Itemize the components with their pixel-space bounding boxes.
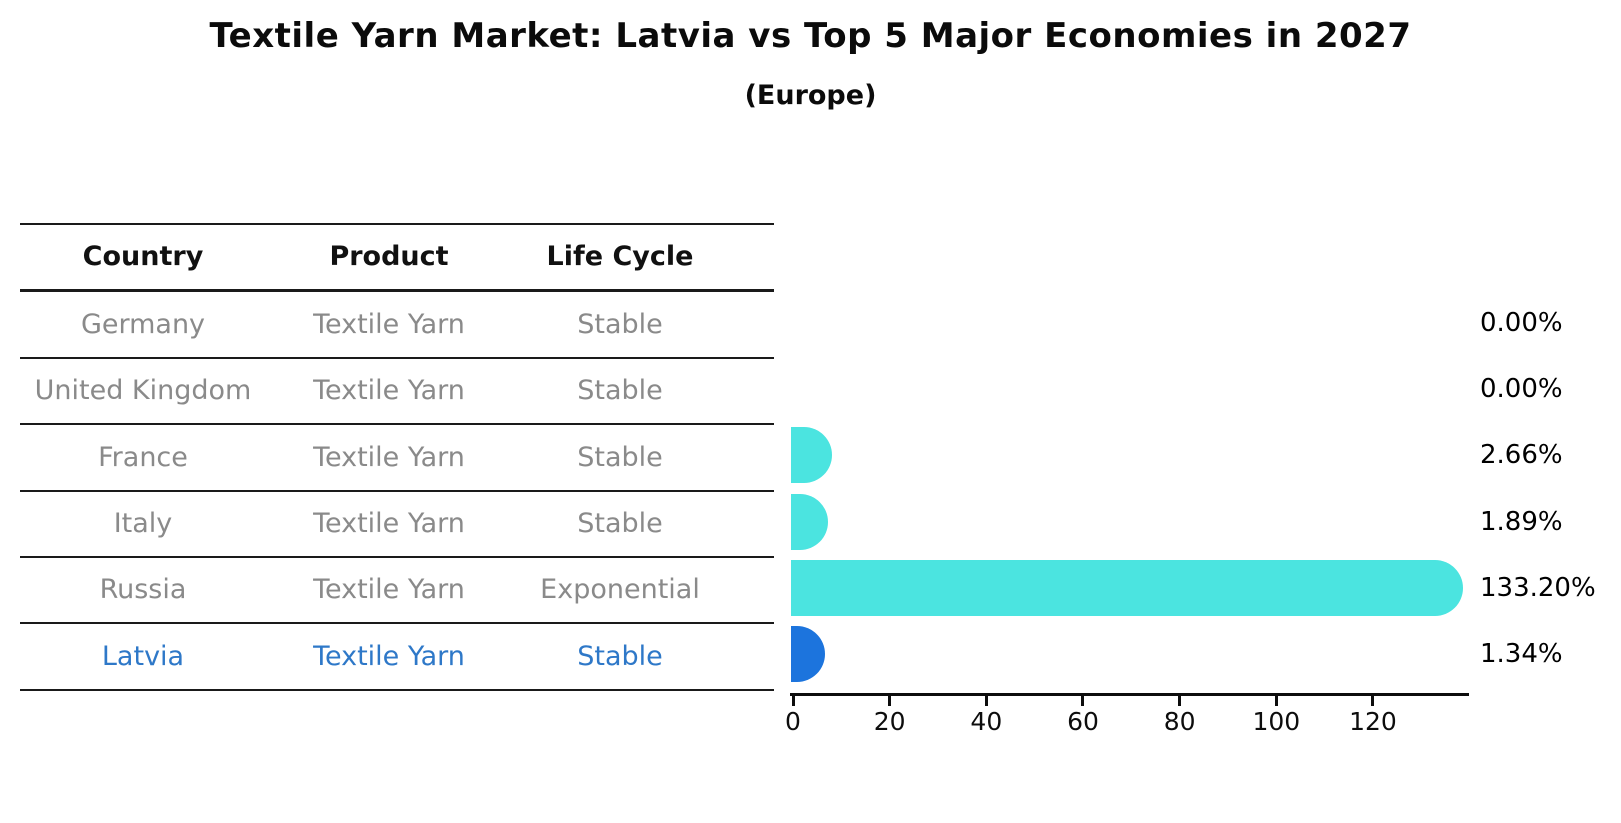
cell-life-cycle: Stable [577,375,663,407]
cell-country: Russia [99,574,187,606]
x-tick-label: 0 [785,707,801,736]
cell-product: Textile Yarn [313,640,465,672]
column-header-life-cycle: Life Cycle [546,241,694,273]
table-row-russia: Russia Textile Yarn Exponential [20,558,774,625]
table-row-italy: Italy Textile Yarn Stable [20,492,774,558]
cell-country: Latvia [101,640,185,672]
value-label-united-kingdom: 0.00% [1480,374,1563,404]
value-label-italy: 1.89% [1480,506,1563,537]
cell-life-cycle: Stable [577,640,663,672]
cell-product: Textile Yarn [313,375,465,407]
value-label-latvia: 1.34% [1480,639,1563,670]
cell-product: Textile Yarn [313,507,465,539]
bar-italy [791,493,829,550]
cell-product: Textile Yarn [313,441,465,473]
table-row-germany: Germany Textile Yarn Stable [20,292,774,359]
table-row-united-kingdom: United Kingdom Textile Yarn Stable [20,359,774,426]
column-header-product: Product [329,241,449,273]
column-header-country: Country [82,241,204,273]
cell-country: France [98,441,188,473]
x-tick [1371,696,1375,706]
chart-subtitle: (Europe) [744,80,877,111]
chart-title: Textile Yarn Market: Latvia vs Top 5 Maj… [209,16,1412,56]
country-table: Country Product Life Cycle Germany Textile Y… [20,223,774,691]
cell-product: Textile Yarn [313,574,465,606]
cell-product: Textile Yarn [313,308,465,340]
cell-country: Germany [80,308,206,340]
value-label-russia: 133.20% [1480,573,1596,603]
x-tick [791,696,795,706]
bar-latvia [791,626,826,683]
value-label-france: 2.66% [1480,440,1563,471]
x-tick [1081,696,1085,706]
x-tick-label: 40 [970,707,1003,736]
x-axis-line [790,693,1469,696]
cell-country: Italy [113,507,173,539]
cell-life-cycle: Exponential [540,574,700,606]
x-tick [1178,696,1182,706]
x-tick-label: 60 [1067,707,1099,736]
table-row-latvia: Latvia Textile Yarn Stable [20,624,774,691]
cell-country: United Kingdom [34,375,252,407]
table-header-row: Country Product Life Cycle [20,225,774,293]
cell-life-cycle: Stable [577,308,663,340]
x-tick-label: 20 [873,707,906,736]
bar-russia [791,560,1463,616]
x-tick-label: 80 [1163,707,1196,736]
value-label-germany: 0.00% [1480,307,1563,338]
x-tick [888,696,892,706]
bar-france [791,427,832,484]
x-tick-label: 100 [1252,707,1301,736]
x-tick [984,696,988,706]
x-tick-label: 120 [1349,707,1397,736]
cell-life-cycle: Stable [577,507,663,539]
table-row-france: France Textile Yarn Stable [20,425,774,492]
x-tick [1274,696,1278,706]
cell-life-cycle: Stable [577,441,663,473]
